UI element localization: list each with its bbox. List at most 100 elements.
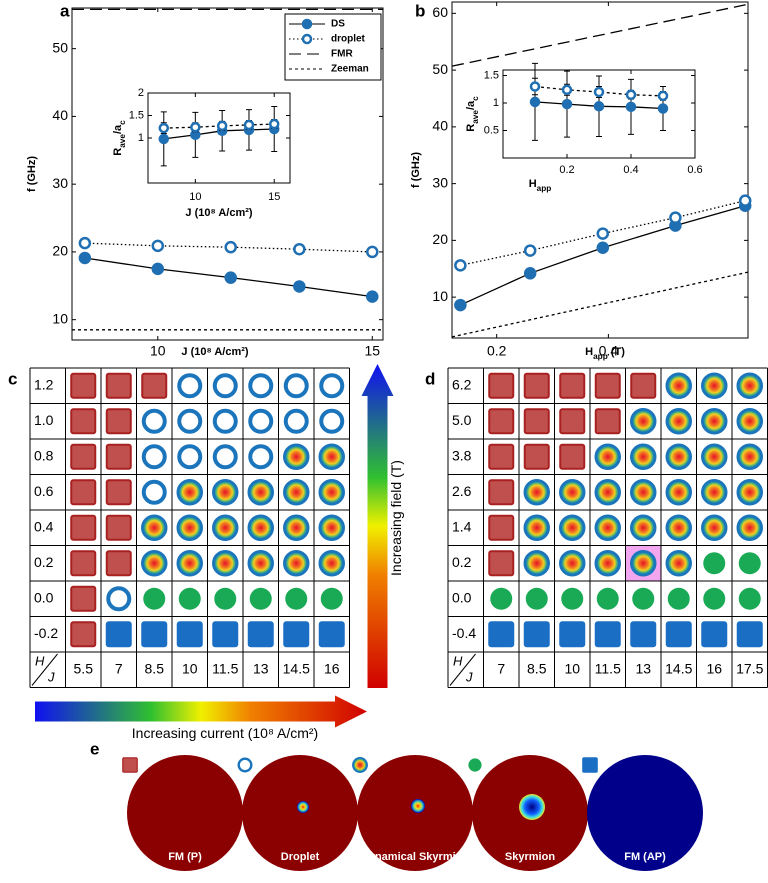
y-tick-label: 1.5 [129,109,144,121]
panel-letter: c [8,369,17,388]
state-target [667,445,691,469]
state-disk [490,588,512,610]
corner-bottom: J [465,669,473,684]
state-square [489,551,513,575]
state-square [667,622,691,646]
state-target [667,516,691,540]
marker [226,273,236,283]
y-axis-label-part: ave [471,110,480,124]
marker [226,242,236,252]
state-disk [703,588,725,610]
y-tick-label: 60 [432,4,448,20]
state-square [107,551,131,575]
state-square [596,374,620,398]
marker [595,88,603,96]
state-target [702,374,726,398]
row-label: -0.2 [34,625,58,641]
x-axis-label-part: app [593,352,608,361]
x-tick-label: 0.4 [623,164,638,176]
y-axis-label: f (GHz) [410,152,422,188]
y-axis-label-part: ave [118,134,127,148]
state-ring [239,759,252,772]
state-square [489,374,513,398]
marker [294,281,304,291]
legend-label: FMR [331,49,353,60]
state-square [631,622,655,646]
column-label: 13 [253,660,269,676]
state-square [631,374,655,398]
state-ring [215,411,236,432]
state-target [560,480,584,504]
state-disk [703,552,725,574]
y-tick-label: 50 [52,39,68,55]
state-target [525,551,549,575]
state-ring [108,588,129,609]
row-label: 0.4 [34,518,54,534]
y-tick-label: 1 [493,97,499,109]
y-tick-label: 50 [432,61,448,77]
column-label: 17.5 [736,660,763,676]
column-label: 14.5 [283,660,310,676]
marker [367,292,377,302]
state-square [525,374,549,398]
state-square [123,758,137,772]
state-square [284,622,308,646]
legend-marker [303,20,311,28]
state-ring [321,375,342,396]
state-ring [286,375,307,396]
state-square [320,622,344,646]
state-spot [297,801,309,813]
state-target [353,758,367,772]
state-target [320,445,344,469]
state-target [178,551,202,575]
legend-label: Zeeman [331,64,369,75]
state-label: Dynamical Skyrmion [361,851,469,863]
state-square [525,622,549,646]
state-target [213,551,237,575]
state-ring [179,411,200,432]
y-axis-label-part: c [118,120,127,125]
state-square [107,516,131,540]
marker [627,103,635,111]
x-axis-label-part: app [537,184,552,193]
state-square [71,374,95,398]
marker [563,86,571,94]
y-axis-label: f (GHz) [26,156,38,192]
state-disk [468,758,481,771]
state-square [213,622,237,646]
y-tick-label: 40 [432,118,448,134]
state-ring [179,446,200,467]
row-label: 0.0 [34,589,54,605]
state-target [284,551,308,575]
state-square [489,480,513,504]
state-square [596,409,620,433]
state-square [107,409,131,433]
x-tick-label: 0.2 [559,164,574,176]
state-target [631,480,655,504]
column-label: 10 [182,660,198,676]
state-target [702,480,726,504]
x-axis-label: J (10⁸ A/cm²) [181,346,248,358]
legend-label: DS [331,19,345,30]
marker [218,122,226,130]
row-label: 0.0 [452,589,472,605]
state-ring [144,482,165,503]
plot-frame [452,2,748,338]
state-target [631,445,655,469]
column-label: 11.5 [595,660,621,676]
panel-letter: e [90,739,99,758]
state-square [560,374,584,398]
state-target [213,480,237,504]
state-spot [519,794,545,820]
state-square [702,622,726,646]
state-target [738,480,762,504]
panel-letter: d [425,369,435,388]
y-axis-label-part: R [112,148,124,156]
state-square [560,622,584,646]
row-label: 0.8 [34,447,54,463]
x-axis-label-part: H [529,178,537,190]
marker [153,241,163,251]
marker [659,92,667,100]
row-label: 6.2 [452,376,472,392]
row-label: 0.2 [452,554,472,570]
